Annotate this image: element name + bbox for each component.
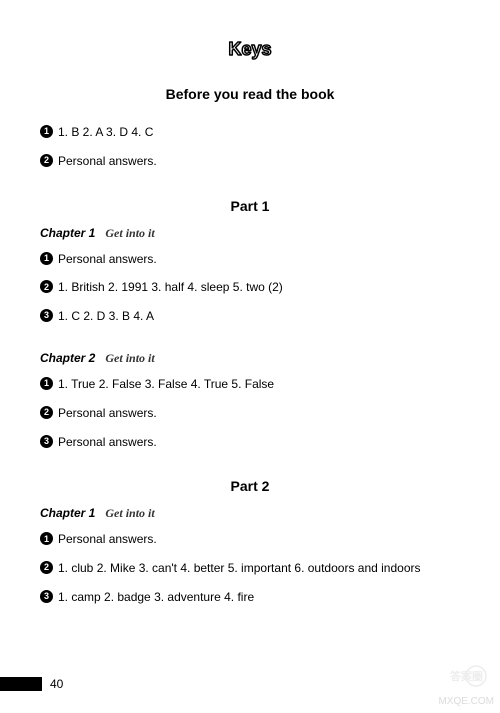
page-number-bar: 40 [0,677,63,691]
answer-line: 2 1. club 2. Mike 3. can't 4. better 5. … [40,560,460,577]
num-badge: 2 [40,406,53,419]
watermark-text: MXQE.COM [438,696,494,707]
num-badge: 1 [40,125,53,138]
answer-line: 3 1. C 2. D 3. B 4. A [40,308,460,325]
answer-text: 1. True 2. False 3. False 4. True 5. Fal… [58,376,460,393]
chapter-num: Chapter 1 [40,506,95,520]
svg-text:答案圈: 答案圈 [450,669,483,683]
num-badge: 1 [40,252,53,265]
part2-title: Part 2 [40,478,460,494]
answer-text: 1. B 2. A 3. D 4. C [58,124,460,141]
watermark-logo: 答案圈 [438,664,488,693]
answer-line: 1 1. B 2. A 3. D 4. C [40,124,460,141]
part1-title: Part 1 [40,198,460,214]
num-badge: 2 [40,561,53,574]
chapter-title: Chapter 1 Get into it [40,226,460,241]
keys-logo-text: Keys [228,39,271,59]
answer-text: Personal answers. [58,434,460,451]
answer-text: Personal answers. [58,251,460,268]
keys-logo-icon: Keys [220,35,280,63]
answer-text: 1. club 2. Mike 3. can't 4. better 5. im… [58,560,460,577]
page-number: 40 [50,677,63,691]
chapter-title: Chapter 2 Get into it [40,351,460,366]
chapter-num: Chapter 1 [40,226,95,240]
answer-line: 2 1. British 2. 1991 3. half 4. sleep 5.… [40,279,460,296]
answer-text: 1. British 2. 1991 3. half 4. sleep 5. t… [58,279,460,296]
before-read-title: Before you read the book [40,86,460,102]
answer-line: 3 1. camp 2. badge 3. adventure 4. fire [40,589,460,606]
answer-line: 2 Personal answers. [40,153,460,170]
num-badge: 2 [40,154,53,167]
num-badge: 2 [40,280,53,293]
num-badge: 3 [40,435,53,448]
page-bar-icon [0,677,42,691]
answer-text: Personal answers. [58,405,460,422]
keys-header: Keys [40,35,460,68]
chapter-title: Chapter 1 Get into it [40,506,460,521]
num-badge: 1 [40,532,53,545]
answer-line: 2 Personal answers. [40,405,460,422]
answer-line: 1 Personal answers. [40,531,460,548]
chapter-sub: Get into it [105,506,154,520]
num-badge: 3 [40,309,53,322]
num-badge: 3 [40,590,53,603]
chapter-sub: Get into it [105,226,154,240]
answer-text: Personal answers. [58,153,460,170]
answer-line: 1 Personal answers. [40,251,460,268]
answer-text: 1. camp 2. badge 3. adventure 4. fire [58,589,460,606]
answer-text: Personal answers. [58,531,460,548]
answer-line: 1 1. True 2. False 3. False 4. True 5. F… [40,376,460,393]
chapter-sub: Get into it [105,351,154,365]
answer-line: 3 Personal answers. [40,434,460,451]
answer-text: 1. C 2. D 3. B 4. A [58,308,460,325]
chapter-num: Chapter 2 [40,351,95,365]
num-badge: 1 [40,377,53,390]
